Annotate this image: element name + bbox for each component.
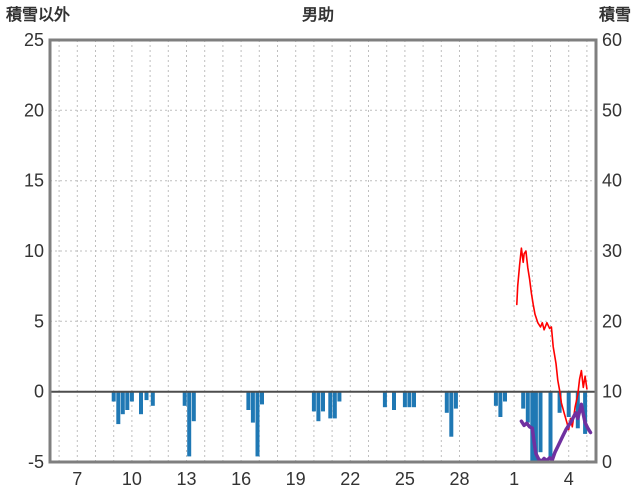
left-axis-tick-label: 20	[24, 100, 44, 120]
precipitation-bars	[583, 391, 588, 434]
left-axis-tick-label: 5	[34, 311, 44, 331]
precipitation-bars	[246, 391, 251, 410]
x-axis-tick-label: 1	[509, 469, 519, 489]
precipitation-bars	[316, 391, 321, 422]
precipitation-bars	[444, 391, 449, 413]
right-axis-tick-label: 30	[602, 241, 622, 261]
precipitation-bars	[182, 391, 187, 406]
precipitation-bars	[150, 391, 155, 406]
precipitation-bars	[191, 391, 196, 422]
left-axis-tick-label: 0	[34, 382, 44, 402]
precipitation-bars	[116, 391, 121, 425]
precipitation-bars	[402, 391, 407, 408]
precipitation-bars	[120, 391, 125, 415]
precipitation-bars	[311, 391, 316, 412]
chart-title: 男助	[301, 7, 334, 24]
precipitation-bars	[129, 391, 134, 402]
precipitation-bars	[392, 391, 396, 410]
x-axis-tick-label: 10	[122, 469, 142, 489]
precipitation-bars	[260, 391, 264, 405]
precipitation-bars	[407, 391, 412, 408]
x-axis-tick-label: 13	[176, 469, 196, 489]
precipitation-bars	[538, 391, 543, 453]
precipitation-bars	[566, 391, 571, 417]
x-axis-tick-label: 16	[231, 469, 251, 489]
left-axis-tick-label: 10	[24, 241, 44, 261]
snow-depth-line	[519, 402, 593, 464]
x-axis-tick-label: 25	[395, 469, 415, 489]
plot-border	[48, 38, 598, 464]
precipitation-bars	[557, 391, 562, 413]
precipitation-bars	[255, 391, 260, 457]
precipitation-bars	[521, 391, 526, 409]
temperature-line	[515, 247, 588, 431]
precipitation-bars	[321, 391, 325, 412]
precipitation-bars	[525, 391, 530, 423]
precipitation-bars	[498, 391, 503, 417]
precipitation-bars	[493, 391, 498, 406]
left-axis-title: 積雪以外	[6, 7, 71, 24]
left-axis-tick-label: 15	[24, 171, 44, 191]
x-axis-tick-label: 22	[340, 469, 360, 489]
x-axis-tick-label: 4	[564, 469, 574, 489]
precipitation-bars	[328, 391, 333, 419]
x-axis-tick-label: 28	[449, 469, 469, 489]
precipitation-bars	[575, 391, 580, 429]
right-axis-tick-label: 0	[602, 452, 612, 472]
precipitation-bars	[449, 391, 454, 437]
x-axis-tick-label: 19	[286, 469, 306, 489]
precipitation-bars	[250, 391, 255, 423]
right-axis-tick-label: 20	[602, 311, 622, 331]
precipitation-bars	[533, 391, 538, 461]
left-axis-tick-label: -5	[28, 452, 44, 472]
precipitation-bars	[144, 391, 149, 401]
right-axis-tick-label: 60	[602, 30, 622, 50]
right-axis-tick-label: 10	[602, 382, 622, 402]
right-axis-tick-label: 50	[602, 100, 622, 120]
precipitation-bars	[111, 391, 116, 402]
precipitation-bars	[548, 391, 553, 460]
precipitation-bars	[125, 391, 130, 410]
precipitation-bars	[412, 391, 416, 408]
precipitation-bars	[187, 391, 192, 457]
x-axis-tick-label: 7	[72, 469, 82, 489]
precipitation-bars	[503, 391, 507, 402]
right-axis-title: 積雪	[598, 7, 631, 24]
right-axis-tick-label: 40	[602, 171, 622, 191]
precipitation-bars	[139, 391, 143, 415]
precipitation-bars	[332, 391, 337, 419]
left-axis-tick-label: 25	[24, 30, 44, 50]
precipitation-bars	[382, 391, 387, 408]
precipitation-bars	[453, 391, 458, 409]
precipitation-bars	[337, 391, 342, 402]
